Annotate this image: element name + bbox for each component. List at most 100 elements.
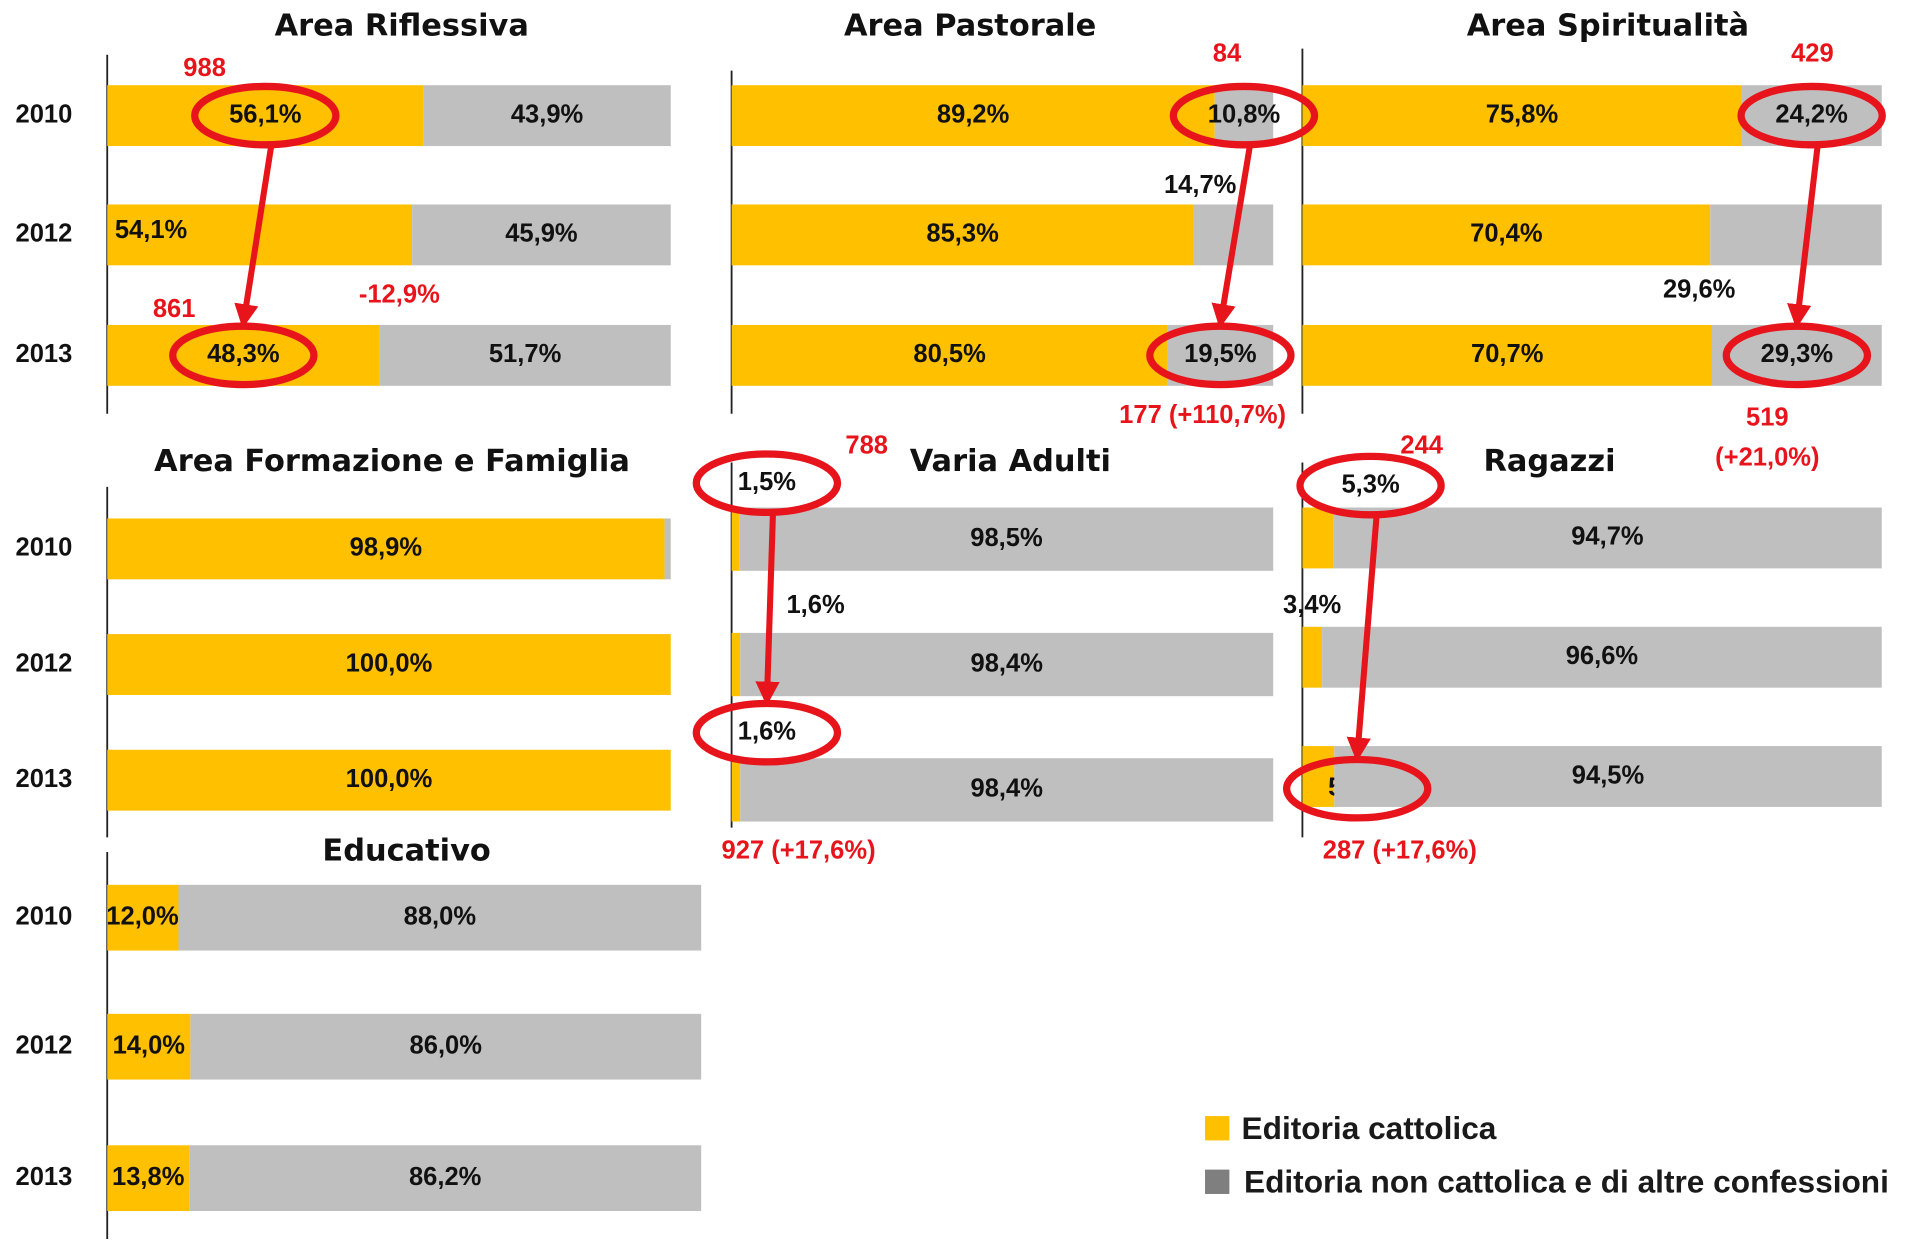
value-label: 29,3% [1761, 340, 1834, 368]
bar-segment [107, 884, 179, 951]
category-label: 2012 [16, 1031, 73, 1059]
annotation: 177 (+110,7%) [1119, 401, 1286, 429]
annotation: 519 [1746, 403, 1789, 431]
bar-segment [731, 507, 740, 571]
value-label: 43,9% [511, 100, 584, 128]
annotation: 429 [1791, 40, 1834, 68]
chart-title: Educativo [322, 833, 490, 868]
chart-title: Ragazzi [1483, 444, 1615, 479]
bar-segment [731, 632, 741, 697]
category-label: 2012 [16, 220, 73, 248]
legend-swatch [1205, 1169, 1230, 1194]
bar-segment [178, 884, 702, 951]
bar-segment [1302, 626, 1323, 688]
bar-segment [1302, 204, 1711, 266]
bar-segment [731, 758, 741, 822]
value-label: 94,5% [1572, 761, 1645, 789]
bar-segment [412, 204, 671, 266]
value-label: 100,0% [346, 765, 433, 793]
value-label: 70,4% [1470, 220, 1543, 248]
value-label: 1,5% [738, 468, 797, 496]
bar-segment [731, 324, 1168, 386]
category-label: 2010 [16, 902, 73, 930]
highlight-circle [1737, 82, 1886, 149]
bar-segment [1302, 507, 1334, 569]
arrow [234, 144, 275, 329]
category-label: 2013 [16, 765, 73, 793]
value-label: 3,4% [1283, 591, 1342, 619]
value-label: 56,1% [229, 100, 302, 128]
bar-segment [107, 324, 380, 386]
value-label: 86,0% [410, 1031, 483, 1059]
arrow [1211, 144, 1254, 329]
bar-segment [189, 1145, 702, 1212]
value-label: 1,6% [786, 591, 845, 619]
value-label: 89,2% [937, 100, 1010, 128]
value-label: 10,8% [1208, 100, 1281, 128]
annotation: 287 (+17,6%) [1323, 837, 1477, 865]
chart-title: Area Riflessiva [275, 8, 529, 43]
arrow [1787, 144, 1821, 329]
value-label: 5,3% [1341, 470, 1400, 498]
value-label: 29,6% [1663, 276, 1736, 304]
value-label: 12,0% [106, 902, 179, 930]
annotation: (+21,0%) [1715, 444, 1819, 472]
bar-segment [1214, 85, 1274, 147]
value-label: 54,1% [115, 216, 188, 244]
value-label: 80,5% [913, 340, 986, 368]
value-label: 1,6% [738, 717, 797, 745]
value-label: 51,7% [489, 340, 562, 368]
chart-title: Area Spiritualità [1467, 8, 1749, 43]
bar-segment [107, 518, 665, 580]
value-label: 19,5% [1184, 340, 1257, 368]
bar-segment [1710, 204, 1882, 266]
bar-segment [1167, 324, 1274, 386]
bar-segment [664, 518, 671, 580]
value-label: 98,4% [971, 649, 1044, 677]
bar-segment [107, 85, 424, 147]
bar-segment [731, 204, 1194, 266]
bar-segment [107, 1013, 191, 1080]
bar-segment [1302, 85, 1742, 147]
bar-segment [190, 1013, 702, 1080]
arrow [1346, 514, 1380, 762]
chart-title: Area Pastorale [844, 8, 1096, 43]
highlight-circle [692, 450, 842, 517]
value-label: 98,5% [970, 524, 1043, 552]
category-label: 2013 [16, 1163, 73, 1191]
value-label: 86,2% [409, 1163, 482, 1191]
bar-segment [107, 1145, 190, 1212]
bar-segment [107, 634, 671, 695]
value-label: 24,2% [1775, 100, 1848, 128]
value-label: 85,3% [926, 220, 999, 248]
bar-segment [731, 85, 1215, 147]
highlight-circle [191, 82, 340, 149]
annotation: 788 [845, 431, 888, 459]
bar-segment [739, 507, 1274, 571]
annotation: -12,9% [359, 281, 440, 309]
annotation: 927 (+17,6%) [721, 837, 875, 865]
bar-segment [740, 758, 1274, 822]
bar-segment [1302, 324, 1713, 386]
bar-segment [1322, 626, 1882, 688]
annotation: 861 [153, 295, 196, 323]
bar-segment [1302, 746, 1335, 807]
value-label: 96,6% [1566, 642, 1639, 670]
value-label: 48,3% [207, 340, 280, 368]
bar-segment [423, 85, 671, 147]
annotation: 988 [183, 54, 226, 82]
value-label: 70,7% [1471, 340, 1544, 368]
chart-title: Varia Adulti [910, 444, 1111, 479]
value-label: 14,7% [1164, 171, 1237, 199]
bar-segment [1333, 507, 1882, 569]
category-label: 2010 [16, 534, 73, 562]
highlight-circle [1296, 452, 1445, 519]
value-label: 14,0% [113, 1031, 186, 1059]
legend-label: Editoria cattolica [1242, 1110, 1497, 1146]
value-label: 13,8% [112, 1163, 185, 1191]
legend-swatch [1205, 1116, 1230, 1141]
category-label: 2012 [16, 649, 73, 677]
bar-segment [740, 632, 1274, 697]
highlight-circle [1169, 82, 1319, 149]
